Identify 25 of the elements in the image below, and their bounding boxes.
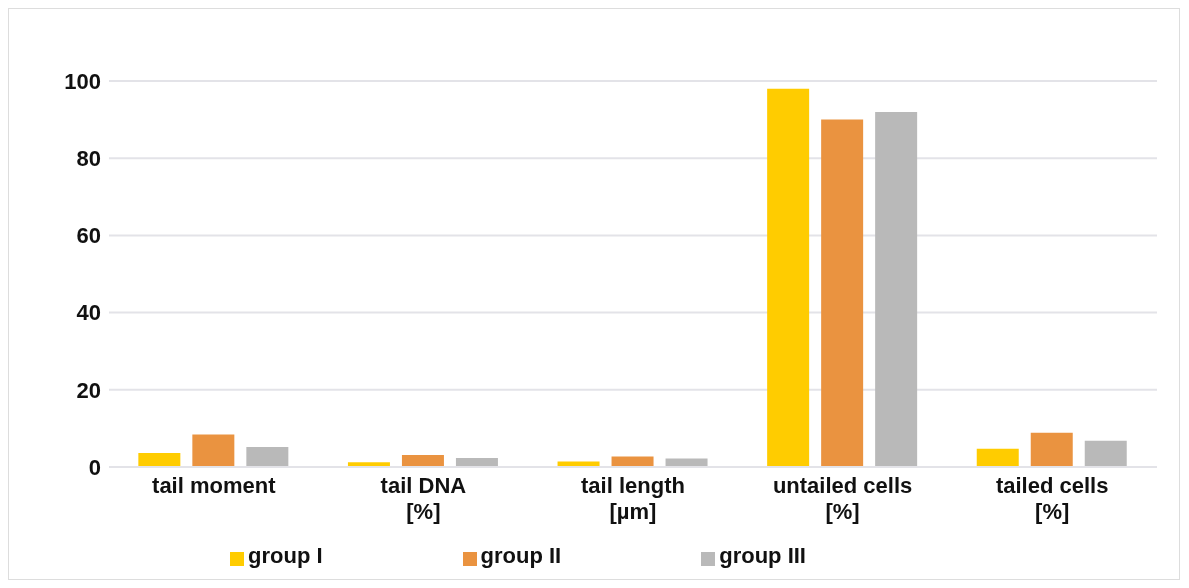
bar (1030, 432, 1073, 467)
x-tick-label: tail moment (152, 473, 277, 498)
bar (767, 88, 810, 467)
legend-label: group I (248, 543, 323, 568)
y-tick-label: 80 (76, 146, 101, 172)
bar (976, 448, 1019, 467)
bar (821, 119, 864, 467)
y-tick-label: 60 (76, 223, 101, 249)
x-tick-label: tail length [µm] (581, 473, 685, 524)
x-tick-label: tail DNA [%] (380, 473, 467, 524)
legend-label: group III (719, 543, 806, 568)
legend-label: group II (480, 543, 562, 568)
y-tick-label: 40 (76, 300, 101, 326)
bar (875, 111, 918, 467)
y-tick-label: 0 (88, 454, 101, 480)
bar (1084, 440, 1127, 467)
bar (192, 434, 235, 467)
bar (455, 458, 498, 467)
x-tick-label: untailed cells [%] (772, 473, 913, 524)
x-tick-label: tailed cells [%] (995, 473, 1109, 524)
y-tick-label: 20 (76, 377, 101, 403)
y-tick-label: 100 (64, 68, 101, 94)
bar (401, 455, 444, 467)
bar (138, 453, 181, 467)
bar (246, 446, 289, 467)
